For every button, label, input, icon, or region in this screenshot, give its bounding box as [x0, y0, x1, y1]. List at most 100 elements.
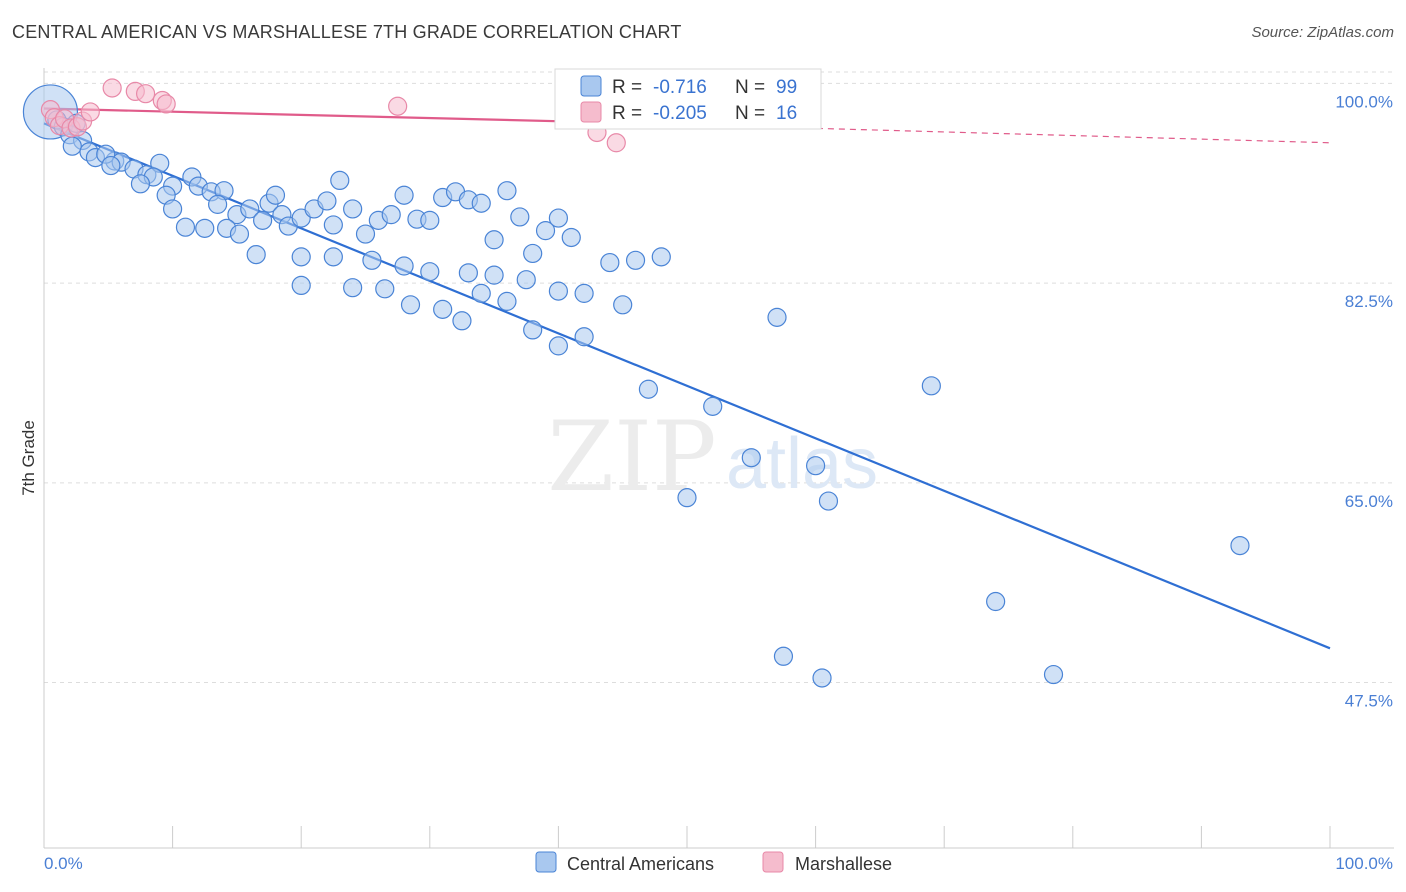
legend-box-swatch — [580, 75, 602, 97]
point-central-american — [362, 250, 382, 270]
point-central-american — [471, 283, 491, 303]
point-central-american — [163, 199, 183, 219]
point-central-american — [523, 243, 543, 264]
point-central-american — [651, 247, 671, 267]
legend-n-value: 99 — [776, 77, 797, 98]
point-central-american — [343, 199, 363, 219]
point-central-american — [375, 279, 395, 299]
y-tick-label: 47.5% — [1345, 692, 1393, 711]
point-marshallese — [135, 84, 156, 104]
y-tick-label: 100.0% — [1335, 92, 1393, 111]
point-central-american — [497, 181, 517, 201]
legend-n-label: N = — [735, 77, 765, 98]
point-central-american — [471, 193, 491, 213]
point-central-american — [394, 185, 414, 205]
point-central-american — [246, 244, 266, 265]
bottom-legend: Central Americans Marshallese — [535, 851, 892, 874]
x-tick-label: 0.0% — [44, 854, 83, 873]
point-central-american — [523, 320, 543, 340]
point-central-american — [175, 217, 196, 237]
point-central-american — [812, 668, 832, 688]
point-central-american — [253, 210, 273, 230]
trend-lines — [43, 107, 1331, 650]
point-central-american — [1043, 664, 1064, 685]
legend-r-value: -0.716 — [653, 77, 707, 98]
source-label: Source: ZipAtlas.com — [1251, 24, 1394, 41]
point-central-american — [574, 327, 594, 347]
point-central-american — [773, 646, 794, 666]
point-central-american — [921, 376, 941, 396]
legend-box-swatch — [580, 101, 602, 123]
point-central-american — [240, 199, 260, 219]
x-tick-label: 100.0% — [1335, 854, 1393, 873]
point-central-american — [381, 205, 401, 225]
point-central-american — [323, 215, 343, 235]
point-central-american — [62, 136, 82, 156]
point-central-american — [355, 224, 376, 244]
point-central-american — [767, 307, 787, 327]
point-central-american — [458, 263, 478, 283]
point-central-american — [343, 278, 363, 298]
point-central-american — [805, 456, 826, 476]
data-points — [22, 78, 1250, 688]
point-central-american — [291, 247, 311, 267]
point-central-american — [613, 295, 633, 315]
point-central-american — [323, 247, 343, 267]
y-tick-label: 82.5% — [1345, 292, 1393, 311]
point-central-american — [130, 174, 151, 194]
point-central-american — [394, 256, 414, 276]
point-central-american — [400, 295, 421, 315]
point-central-american — [330, 170, 350, 191]
point-central-american — [497, 291, 517, 311]
point-marshallese — [606, 133, 626, 153]
point-central-american — [548, 336, 569, 356]
legend-label-central-americans: Central Americans — [567, 854, 714, 874]
y-tick-label: 65.0% — [1345, 492, 1393, 511]
point-central-american — [265, 185, 286, 205]
point-central-american — [741, 448, 761, 468]
legend-box: R = -0.716 N = 99 R = -0.205 N = 16 — [554, 68, 822, 130]
gridlines: 100.0% 82.5% 65.0% 47.5% — [44, 71, 1394, 711]
point-central-american — [229, 224, 250, 244]
point-central-american — [677, 488, 697, 508]
point-marshallese — [388, 96, 408, 116]
axes: 0.0% 100.0% — [43, 68, 1394, 873]
point-central-american — [535, 221, 556, 241]
point-central-american — [548, 281, 569, 301]
legend-r-label: R = — [612, 103, 642, 124]
point-central-american — [101, 155, 121, 176]
point-central-american — [516, 270, 536, 290]
point-central-american — [317, 191, 337, 211]
point-central-american — [510, 207, 530, 227]
point-central-american — [574, 283, 594, 303]
point-central-american — [291, 275, 311, 295]
point-central-american — [600, 252, 620, 273]
point-central-american — [420, 210, 440, 230]
point-central-american — [1230, 535, 1250, 556]
legend-n-value: 16 — [776, 103, 797, 124]
point-marshallese — [80, 102, 100, 122]
point-central-american — [986, 591, 1006, 612]
point-central-american — [452, 311, 472, 331]
point-marshallese — [156, 94, 176, 114]
point-central-american — [638, 379, 659, 399]
trend-line-marshallese — [43, 107, 598, 124]
point-central-american — [208, 194, 228, 214]
point-central-american — [818, 491, 839, 511]
legend-label-marshallese: Marshallese — [795, 854, 892, 874]
point-central-american — [548, 208, 569, 228]
legend-r-value: -0.205 — [653, 103, 707, 124]
legend-swatch-marshallese — [762, 851, 784, 873]
point-marshallese — [102, 78, 122, 98]
point-central-american — [625, 250, 646, 270]
point-central-american — [420, 262, 440, 282]
point-central-american — [703, 396, 723, 416]
point-central-american — [195, 218, 215, 238]
point-central-american — [561, 227, 581, 248]
chart-title: CENTRAL AMERICAN VS MARSHALLESE 7TH GRAD… — [12, 22, 682, 42]
point-central-american — [484, 230, 504, 250]
trend-line-central-americans — [43, 122, 1331, 650]
legend-n-label: N = — [735, 103, 765, 124]
y-axis-label: 7th Grade — [19, 420, 38, 496]
legend-r-label: R = — [612, 77, 642, 98]
